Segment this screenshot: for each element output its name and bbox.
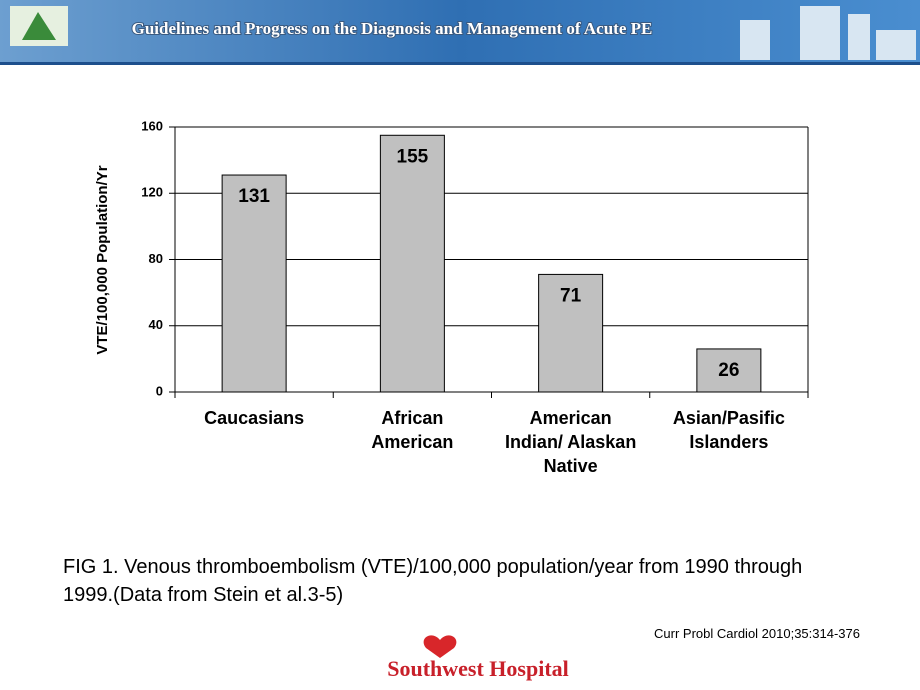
hospital-name: Southwest Hospital (387, 656, 569, 681)
x-tick-label: American Indian/ Alaskan Native (505, 408, 636, 476)
data-label: 26 (718, 360, 739, 381)
buildings (740, 6, 916, 60)
header-rule (0, 62, 920, 65)
bar (379, 134, 445, 393)
data-label: 71 (560, 285, 582, 306)
heart-logo (423, 635, 457, 658)
y-tick-label: 40 (149, 317, 163, 332)
y-tick-label: 160 (141, 118, 163, 133)
slide-title: Guidelines and Progress on the Diagnosis… (132, 19, 653, 38)
y-tick-label: 120 (141, 185, 163, 200)
data-label: 131 (238, 186, 270, 207)
logo-mark (22, 12, 56, 40)
x-tick-label: African American (371, 408, 453, 452)
y-tick-label: 80 (149, 251, 163, 266)
x-tick-label: Asian/Pasific Islanders (673, 408, 785, 452)
bar (221, 174, 287, 393)
bar (696, 348, 762, 393)
y-tick-label: 0 (156, 383, 163, 398)
data-label: 155 (397, 146, 429, 167)
caption: FIG 1. Venous thromboembolism (VTE)/100,… (63, 556, 803, 606)
y-axis-title: VTE/100,000 Population/Yr (94, 165, 111, 354)
citation: Curr Probl Cardiol 2010;35:314-376 (654, 626, 860, 641)
x-tick-label: Caucasians (204, 408, 304, 428)
bar (538, 273, 604, 393)
